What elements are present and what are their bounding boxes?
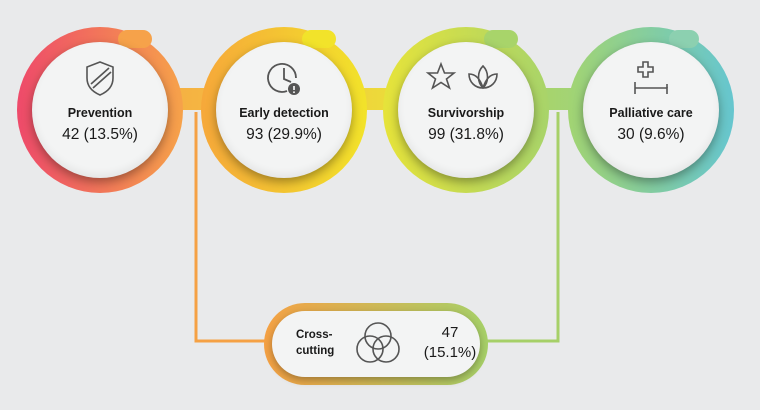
early-detection-label: Early detection [239,106,329,120]
cross-cutting-label: Cross- cutting [296,327,356,359]
cross-cutting-percent: (15.1%) [423,344,477,361]
early-detection-value: 93 (29.9%) [246,126,322,143]
palliative-care-value: 30 (9.6%) [617,126,685,143]
venn-icon [350,318,406,375]
star-lotus-icon [398,56,534,100]
prevention-label: Prevention [67,106,133,120]
survivorship-label: Survivorship [427,106,505,120]
connector-right [480,112,560,343]
palliative-care-node: Palliative care 30 (9.6%) [583,42,719,178]
early-detection-node: Early detection 93 (29.9%) [216,42,352,178]
cross-cutting-label-line1: Cross- [296,329,333,341]
cross-cutting-node: Cross- cutting 47 (15.1%) [272,311,480,377]
cross-cutting-label-line2: cutting [296,345,335,357]
survivorship-node: Survivorship 99 (31.8%) [398,42,534,178]
connector-left [194,112,272,343]
prevention-node: Prevention 42 (13.5%) [32,42,168,178]
cross-cutting-count: 47 [441,324,459,341]
cross-cutting-value: 47 (15.1%) [422,323,478,363]
clock-icon [216,56,352,100]
hospital-bed-icon [583,56,719,100]
shield-icon [32,56,168,100]
survivorship-value: 99 (31.8%) [428,126,504,143]
prevention-value: 42 (13.5%) [62,126,138,143]
palliative-care-label: Palliative care [609,106,693,120]
